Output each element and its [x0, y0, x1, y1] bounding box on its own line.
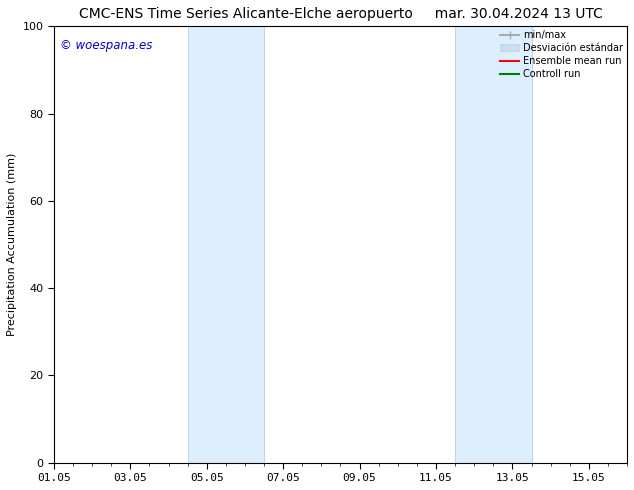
Legend: min/max, Desviación estándar, Ensemble mean run, Controll run: min/max, Desviación estándar, Ensemble m…	[498, 28, 625, 81]
Y-axis label: Precipitation Accumulation (mm): Precipitation Accumulation (mm)	[7, 153, 17, 336]
Bar	[455, 26, 531, 463]
Title: CMC-ENS Time Series Alicante-Elche aeropuerto     mar. 30.04.2024 13 UTC: CMC-ENS Time Series Alicante-Elche aerop…	[79, 7, 602, 21]
Bar	[188, 26, 264, 463]
Text: © woespana.es: © woespana.es	[60, 39, 152, 52]
